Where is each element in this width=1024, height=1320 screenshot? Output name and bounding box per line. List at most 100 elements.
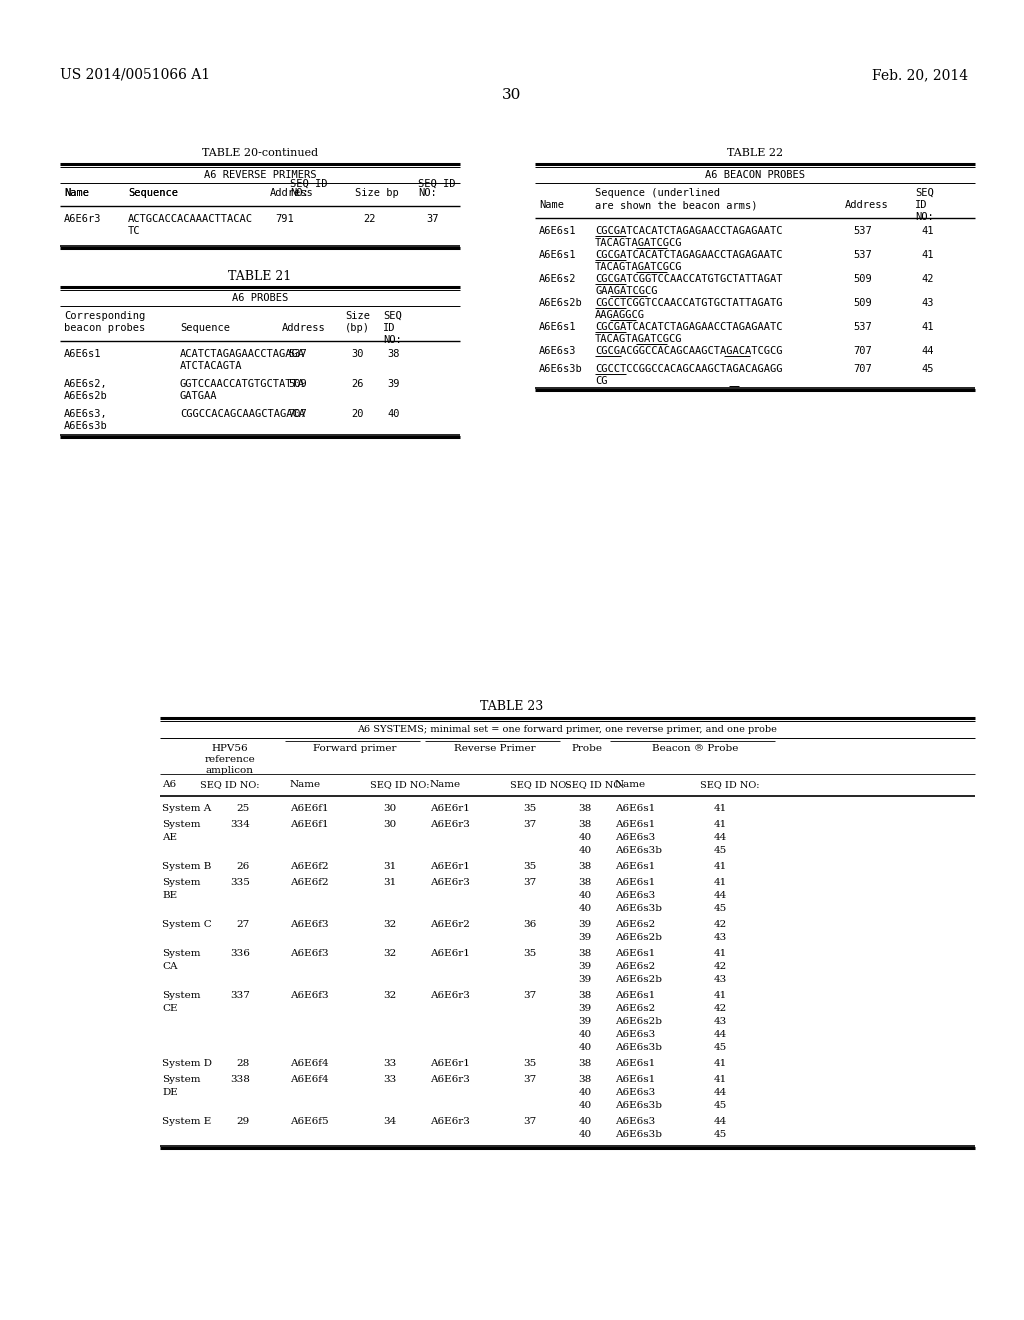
- Text: 38: 38: [579, 1074, 592, 1084]
- Text: A6E6s3b: A6E6s3b: [615, 846, 662, 855]
- Text: A6E6f4: A6E6f4: [290, 1074, 329, 1084]
- Text: SEQ ID NO:: SEQ ID NO:: [370, 780, 429, 789]
- Text: System A: System A: [162, 804, 211, 813]
- Text: 44: 44: [714, 1117, 727, 1126]
- Text: SEQ ID NO:: SEQ ID NO:: [565, 780, 625, 789]
- Text: SEQ ID NO:: SEQ ID NO:: [510, 780, 569, 789]
- Text: 39: 39: [579, 920, 592, 929]
- Text: Reverse Primer: Reverse Primer: [455, 744, 536, 752]
- Text: 41: 41: [921, 322, 934, 333]
- Text: A6E6r3: A6E6r3: [430, 878, 470, 887]
- Text: 41: 41: [714, 949, 727, 958]
- Text: 32: 32: [383, 991, 396, 1001]
- Text: 37: 37: [523, 820, 537, 829]
- Text: 44: 44: [921, 346, 934, 356]
- Text: Sequence: Sequence: [128, 187, 178, 198]
- Text: (bp): (bp): [345, 323, 370, 333]
- Text: A6: A6: [162, 780, 176, 789]
- Text: 537: 537: [853, 249, 871, 260]
- Text: A6E6r3: A6E6r3: [430, 991, 470, 1001]
- Text: 45: 45: [714, 1101, 727, 1110]
- Text: 26: 26: [237, 862, 250, 871]
- Text: 41: 41: [714, 804, 727, 813]
- Text: Name: Name: [615, 780, 646, 789]
- Text: A6E6r2: A6E6r2: [430, 920, 470, 929]
- Text: A6E6s1: A6E6s1: [539, 249, 577, 260]
- Text: Name: Name: [63, 187, 89, 198]
- Text: 35: 35: [523, 1059, 537, 1068]
- Text: Address: Address: [270, 187, 313, 198]
- Text: are shown the beacon arms): are shown the beacon arms): [595, 201, 758, 210]
- Text: GAAGATCGCG: GAAGATCGCG: [595, 286, 657, 296]
- Text: 44: 44: [714, 833, 727, 842]
- Text: A6E6s2,: A6E6s2,: [63, 379, 108, 389]
- Text: 37: 37: [426, 214, 438, 224]
- Text: NO:: NO:: [383, 335, 401, 345]
- Text: A6E6s3b: A6E6s3b: [615, 1130, 662, 1139]
- Text: System: System: [162, 820, 201, 829]
- Text: 336: 336: [230, 949, 250, 958]
- Text: 35: 35: [523, 804, 537, 813]
- Text: A6E6f1: A6E6f1: [290, 804, 329, 813]
- Text: 42: 42: [921, 275, 934, 284]
- Text: A6E6r1: A6E6r1: [430, 804, 470, 813]
- Text: 30: 30: [503, 88, 521, 102]
- Text: 30: 30: [383, 820, 396, 829]
- Text: 40: 40: [579, 1043, 592, 1052]
- Text: A6E6s3b: A6E6s3b: [615, 1101, 662, 1110]
- Text: 29: 29: [237, 1117, 250, 1126]
- Text: 707: 707: [853, 364, 871, 374]
- Text: 40: 40: [579, 1130, 592, 1139]
- Text: TACAGTAGATCGCG: TACAGTAGATCGCG: [595, 238, 683, 248]
- Text: SEQ: SEQ: [915, 187, 934, 198]
- Text: System D: System D: [162, 1059, 212, 1068]
- Text: 338: 338: [230, 1074, 250, 1084]
- Text: System: System: [162, 878, 201, 887]
- Text: A6E6s2: A6E6s2: [615, 962, 655, 972]
- Text: 31: 31: [383, 878, 396, 887]
- Text: 38: 38: [579, 878, 592, 887]
- Text: CGCGATCGGTCCAACCATGTGCTATTAGAT: CGCGATCGGTCCAACCATGTGCTATTAGAT: [595, 275, 782, 284]
- Text: NO:: NO:: [290, 187, 309, 198]
- Text: 40: 40: [579, 1101, 592, 1110]
- Text: 41: 41: [714, 991, 727, 1001]
- Text: 43: 43: [921, 298, 934, 308]
- Text: 33: 33: [383, 1074, 396, 1084]
- Text: 30: 30: [383, 804, 396, 813]
- Text: SEQ ID NO:: SEQ ID NO:: [201, 780, 260, 789]
- Text: 707: 707: [853, 346, 871, 356]
- Text: 38: 38: [387, 348, 399, 359]
- Text: A6E6s3b: A6E6s3b: [615, 1043, 662, 1052]
- Text: 39: 39: [579, 962, 592, 972]
- Text: 45: 45: [714, 846, 727, 855]
- Text: 335: 335: [230, 878, 250, 887]
- Text: ID: ID: [383, 323, 395, 333]
- Text: TABLE 21: TABLE 21: [228, 271, 292, 282]
- Text: TC: TC: [128, 226, 140, 236]
- Text: A6E6r3: A6E6r3: [63, 214, 101, 224]
- Text: A6E6r3: A6E6r3: [430, 1074, 470, 1084]
- Text: 39: 39: [579, 1005, 592, 1012]
- Text: Address: Address: [282, 323, 326, 333]
- Text: 41: 41: [921, 249, 934, 260]
- Text: 37: 37: [523, 991, 537, 1001]
- Text: 40: 40: [579, 1117, 592, 1126]
- Text: Name: Name: [539, 201, 564, 210]
- Text: GGTCCAACCATGTGCTATTA: GGTCCAACCATGTGCTATTA: [180, 379, 305, 389]
- Text: CGCGATCACATCTAGAGAACCTAGAGAATC: CGCGATCACATCTAGAGAACCTAGAGAATC: [595, 249, 782, 260]
- Text: 42: 42: [714, 920, 727, 929]
- Text: 41: 41: [714, 1059, 727, 1068]
- Text: 43: 43: [714, 933, 727, 942]
- Text: 38: 38: [579, 820, 592, 829]
- Text: Name: Name: [290, 780, 322, 789]
- Text: Size: Size: [345, 312, 370, 321]
- Text: 41: 41: [714, 878, 727, 887]
- Text: System C: System C: [162, 920, 212, 929]
- Text: A6E6s3b: A6E6s3b: [63, 421, 108, 432]
- Text: A6E6f2: A6E6f2: [290, 878, 329, 887]
- Text: beacon probes: beacon probes: [63, 323, 145, 333]
- Text: Forward primer: Forward primer: [313, 744, 396, 752]
- Text: 25: 25: [237, 804, 250, 813]
- Text: HPV56: HPV56: [212, 744, 248, 752]
- Text: 32: 32: [383, 949, 396, 958]
